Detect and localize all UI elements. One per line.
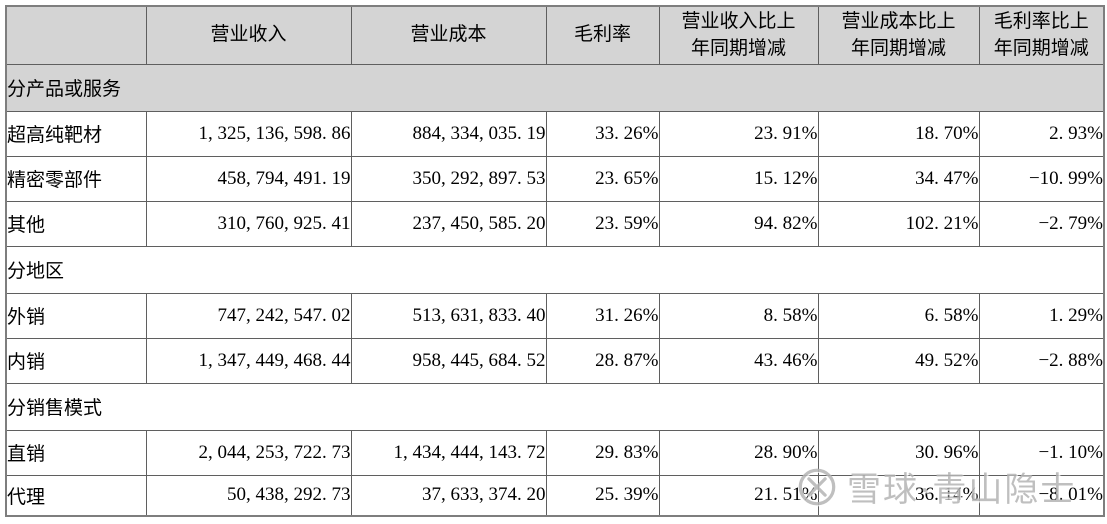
cell-revenue: 458, 794, 491. 19 — [145, 155, 352, 202]
cell-revenue-yoy: 28. 90% — [658, 429, 819, 476]
cell-cost: 1, 434, 444, 143. 72 — [350, 429, 547, 476]
section-title-by-sales-model: 分销售模式 — [5, 382, 1105, 431]
table-row-domestic-sales: 内销 1, 347, 449, 468. 44 958, 445, 684. 5… — [5, 337, 1105, 384]
table-row-ultra-pure-targets: 超高纯靶材 1, 325, 136, 598. 86 884, 334, 035… — [5, 110, 1105, 157]
section-title-by-product: 分产品或服务 — [5, 63, 1105, 112]
cell-revenue-yoy: 94. 82% — [658, 200, 819, 247]
cell-revenue-yoy: 23. 91% — [658, 110, 819, 157]
cell-cost: 884, 334, 035. 19 — [350, 110, 547, 157]
col-header-revenue-yoy: 营业收入比上年同期增减 — [658, 5, 819, 65]
revenue-breakdown-table: 营业收入 营业成本 毛利率 营业收入比上年同期增减 营业成本比上年同期增减 毛利… — [5, 5, 1105, 517]
section-title-by-region: 分地区 — [5, 245, 1105, 294]
cell-gross-margin: 23. 59% — [545, 200, 660, 247]
cell-revenue: 310, 760, 925. 41 — [145, 200, 352, 247]
table-header-row: 营业收入 营业成本 毛利率 营业收入比上年同期增减 营业成本比上年同期增减 毛利… — [5, 5, 1105, 65]
col-header-cost-yoy-text: 营业成本比上年同期增减 — [841, 10, 956, 60]
section-row-by-region: 分地区 — [5, 245, 1105, 294]
cell-cost: 350, 292, 897. 53 — [350, 155, 547, 202]
cell-revenue-yoy: 15. 12% — [658, 155, 819, 202]
col-header-margin-yoy-text: 毛利率比上年同期增减 — [993, 10, 1089, 60]
col-header-margin-yoy: 毛利率比上年同期增减 — [978, 5, 1105, 65]
cell-cost-yoy: 18. 70% — [817, 110, 980, 157]
cell-margin-yoy: 1. 29% — [978, 292, 1105, 339]
col-header-revenue-yoy-text: 营业收入比上年同期增减 — [681, 10, 796, 60]
cell-margin-yoy: −2. 88% — [978, 337, 1105, 384]
row-label: 其他 — [5, 200, 147, 247]
row-label: 代理 — [5, 474, 147, 517]
section-row-by-product: 分产品或服务 — [5, 63, 1105, 112]
cell-revenue-yoy: 21. 51% — [658, 474, 819, 517]
row-label: 直销 — [5, 429, 147, 476]
cell-cost: 513, 631, 833. 40 — [350, 292, 547, 339]
cell-gross-margin: 29. 83% — [545, 429, 660, 476]
col-header-gross-margin: 毛利率 — [545, 5, 660, 65]
cell-gross-margin: 28. 87% — [545, 337, 660, 384]
cell-margin-yoy: −10. 99% — [978, 155, 1105, 202]
cell-margin-yoy: −8. 01% — [978, 474, 1105, 517]
cell-gross-margin: 33. 26% — [545, 110, 660, 157]
cell-margin-yoy: −1. 10% — [978, 429, 1105, 476]
section-row-by-sales-model: 分销售模式 — [5, 382, 1105, 431]
cell-cost: 237, 450, 585. 20 — [350, 200, 547, 247]
cell-revenue: 1, 347, 449, 468. 44 — [145, 337, 352, 384]
cell-margin-yoy: −2. 79% — [978, 200, 1105, 247]
row-label: 外销 — [5, 292, 147, 339]
cell-revenue: 50, 438, 292. 73 — [145, 474, 352, 517]
table-row-precision-parts: 精密零部件 458, 794, 491. 19 350, 292, 897. 5… — [5, 155, 1105, 202]
cell-revenue: 747, 242, 547. 02 — [145, 292, 352, 339]
cell-margin-yoy: 2. 93% — [978, 110, 1105, 157]
cell-revenue-yoy: 8. 58% — [658, 292, 819, 339]
row-label: 精密零部件 — [5, 155, 147, 202]
col-header-cost-yoy: 营业成本比上年同期增减 — [817, 5, 980, 65]
row-label: 超高纯靶材 — [5, 110, 147, 157]
cell-revenue: 1, 325, 136, 598. 86 — [145, 110, 352, 157]
table-row-direct-sales: 直销 2, 044, 253, 722. 73 1, 434, 444, 143… — [5, 429, 1105, 476]
table-row-other: 其他 310, 760, 925. 41 237, 450, 585. 20 2… — [5, 200, 1105, 247]
col-header-cost: 营业成本 — [350, 5, 547, 65]
cell-gross-margin: 31. 26% — [545, 292, 660, 339]
cell-cost-yoy: 34. 47% — [817, 155, 980, 202]
cell-revenue-yoy: 43. 46% — [658, 337, 819, 384]
cell-cost-yoy: 49. 52% — [817, 337, 980, 384]
row-label: 内销 — [5, 337, 147, 384]
cell-cost-yoy: 36. 14% — [817, 474, 980, 517]
col-header-revenue: 营业收入 — [145, 5, 352, 65]
table-row-export-sales: 外销 747, 242, 547. 02 513, 631, 833. 40 3… — [5, 292, 1105, 339]
cell-cost: 958, 445, 684. 52 — [350, 337, 547, 384]
cell-cost-yoy: 102. 21% — [817, 200, 980, 247]
cell-cost-yoy: 30. 96% — [817, 429, 980, 476]
cell-cost: 37, 633, 374. 20 — [350, 474, 547, 517]
cell-revenue: 2, 044, 253, 722. 73 — [145, 429, 352, 476]
table-row-agency-sales: 代理 50, 438, 292. 73 37, 633, 374. 20 25.… — [5, 474, 1105, 517]
cell-gross-margin: 23. 65% — [545, 155, 660, 202]
cell-cost-yoy: 6. 58% — [817, 292, 980, 339]
cell-gross-margin: 25. 39% — [545, 474, 660, 517]
col-header-empty — [5, 5, 147, 65]
